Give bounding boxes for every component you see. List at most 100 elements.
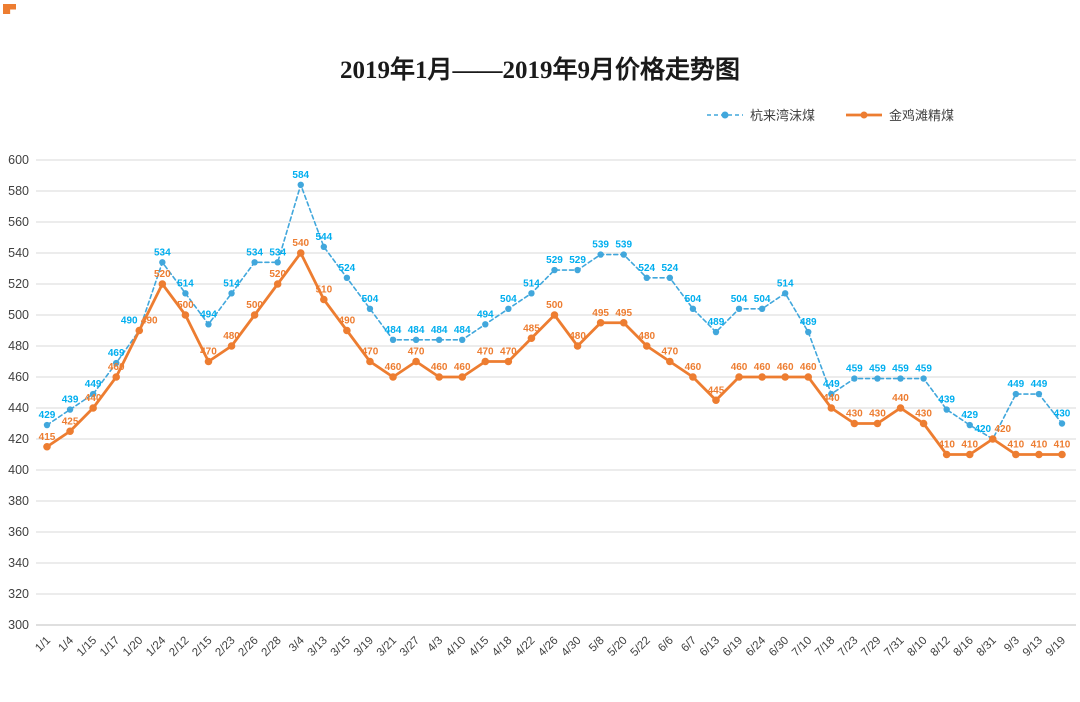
svg-text:430: 430	[869, 409, 886, 420]
svg-text:1/1: 1/1	[33, 635, 53, 655]
svg-text:2/28: 2/28	[259, 635, 283, 659]
svg-text:460: 460	[454, 362, 471, 373]
svg-text:480: 480	[638, 331, 655, 342]
svg-text:1/15: 1/15	[75, 635, 99, 659]
svg-text:514: 514	[523, 278, 540, 289]
svg-text:484: 484	[408, 325, 425, 336]
svg-text:3/27: 3/27	[398, 635, 422, 659]
svg-text:6/19: 6/19	[721, 635, 745, 659]
svg-text:8/10: 8/10	[905, 635, 929, 659]
svg-text:1/24: 1/24	[144, 634, 169, 659]
svg-text:514: 514	[177, 278, 194, 289]
svg-text:449: 449	[823, 379, 840, 390]
svg-text:3/21: 3/21	[375, 635, 399, 659]
svg-text:449: 449	[1031, 379, 1048, 390]
svg-text:430: 430	[846, 409, 863, 420]
svg-text:3/4: 3/4	[287, 634, 307, 654]
svg-text:400: 400	[8, 463, 29, 477]
svg-text:480: 480	[569, 331, 586, 342]
svg-text:410: 410	[1031, 440, 1048, 451]
svg-text:380: 380	[8, 494, 29, 508]
svg-text:514: 514	[777, 278, 794, 289]
svg-text:6/30: 6/30	[767, 635, 791, 659]
legend-solid-line-icon	[845, 111, 882, 118]
svg-text:534: 534	[154, 247, 171, 258]
svg-text:1/20: 1/20	[121, 635, 145, 659]
svg-text:460: 460	[800, 362, 817, 373]
svg-text:439: 439	[938, 395, 955, 406]
svg-text:485: 485	[523, 323, 540, 334]
svg-text:4/10: 4/10	[444, 635, 468, 659]
svg-text:440: 440	[892, 393, 909, 404]
svg-text:600: 600	[8, 153, 29, 167]
svg-text:5/22: 5/22	[629, 635, 653, 659]
svg-text:9/19: 9/19	[1044, 635, 1068, 659]
svg-text:470: 470	[408, 347, 425, 358]
svg-text:1/17: 1/17	[98, 635, 122, 659]
svg-text:4/22: 4/22	[513, 635, 537, 659]
svg-text:524: 524	[661, 263, 678, 274]
svg-text:7/18: 7/18	[813, 635, 837, 659]
svg-text:560: 560	[8, 215, 29, 229]
svg-text:470: 470	[661, 347, 678, 358]
svg-text:8/16: 8/16	[952, 635, 976, 659]
svg-text:504: 504	[754, 294, 771, 305]
legend-item-jinjitan: 金鸡滩精煤	[845, 105, 954, 124]
svg-text:2/12: 2/12	[167, 635, 191, 659]
svg-text:340: 340	[8, 556, 29, 570]
legend: 杭来湾沫煤 金鸡滩精煤	[706, 105, 954, 124]
svg-text:3/13: 3/13	[306, 635, 330, 659]
svg-text:480: 480	[223, 331, 240, 342]
svg-text:510: 510	[315, 285, 332, 296]
svg-text:460: 460	[431, 362, 448, 373]
svg-text:8/12: 8/12	[928, 635, 952, 659]
svg-text:7/31: 7/31	[882, 635, 906, 659]
svg-text:449: 449	[1008, 379, 1025, 390]
svg-text:440: 440	[8, 401, 29, 415]
svg-text:8/31: 8/31	[975, 635, 999, 659]
chart-title: 2019年1月——2019年9月价格走势图	[339, 57, 740, 84]
svg-text:410: 410	[961, 440, 978, 451]
svg-text:415: 415	[39, 432, 56, 443]
svg-text:580: 580	[8, 184, 29, 198]
svg-text:470: 470	[477, 347, 494, 358]
svg-text:534: 534	[269, 247, 286, 258]
svg-text:300: 300	[8, 618, 29, 632]
svg-text:4/30: 4/30	[559, 635, 583, 659]
svg-text:2/23: 2/23	[213, 635, 237, 659]
svg-text:504: 504	[685, 294, 702, 305]
svg-text:460: 460	[685, 362, 702, 373]
series-杭来湾沫煤: 429 439 449 469 490 534 514 494 514 534 534 584 544 5…	[39, 170, 1071, 443]
svg-text:540: 540	[8, 246, 29, 260]
svg-text:4/26: 4/26	[536, 635, 560, 659]
gridlines-and-y-axis: 300 320 340 360 380 400 420 440 460 480 500 520 540 5…	[8, 153, 1076, 632]
svg-text:9/3: 9/3	[1002, 635, 1022, 655]
svg-text:495: 495	[615, 308, 632, 319]
svg-text:420: 420	[994, 424, 1011, 435]
svg-text:6/24: 6/24	[744, 634, 769, 659]
svg-text:320: 320	[8, 587, 29, 601]
svg-text:480: 480	[8, 339, 29, 353]
svg-text:469: 469	[108, 348, 125, 359]
svg-text:494: 494	[477, 309, 494, 320]
svg-text:7/10: 7/10	[790, 635, 814, 659]
svg-text:490: 490	[339, 316, 356, 327]
svg-text:410: 410	[1008, 440, 1025, 451]
svg-text:440: 440	[85, 393, 102, 404]
svg-text:490: 490	[121, 316, 138, 327]
svg-text:6/7: 6/7	[679, 635, 699, 655]
svg-text:7/23: 7/23	[836, 635, 860, 659]
svg-text:2/15: 2/15	[190, 635, 214, 659]
svg-text:420: 420	[8, 432, 29, 446]
svg-text:7/29: 7/29	[859, 635, 883, 659]
svg-text:460: 460	[754, 362, 771, 373]
svg-text:4/3: 4/3	[425, 635, 445, 655]
svg-text:459: 459	[846, 364, 863, 375]
svg-text:449: 449	[85, 379, 102, 390]
svg-text:520: 520	[8, 277, 29, 291]
svg-text:540: 540	[292, 238, 309, 249]
svg-text:6/6: 6/6	[656, 635, 676, 655]
svg-text:500: 500	[177, 300, 194, 311]
svg-text:489: 489	[800, 317, 817, 328]
